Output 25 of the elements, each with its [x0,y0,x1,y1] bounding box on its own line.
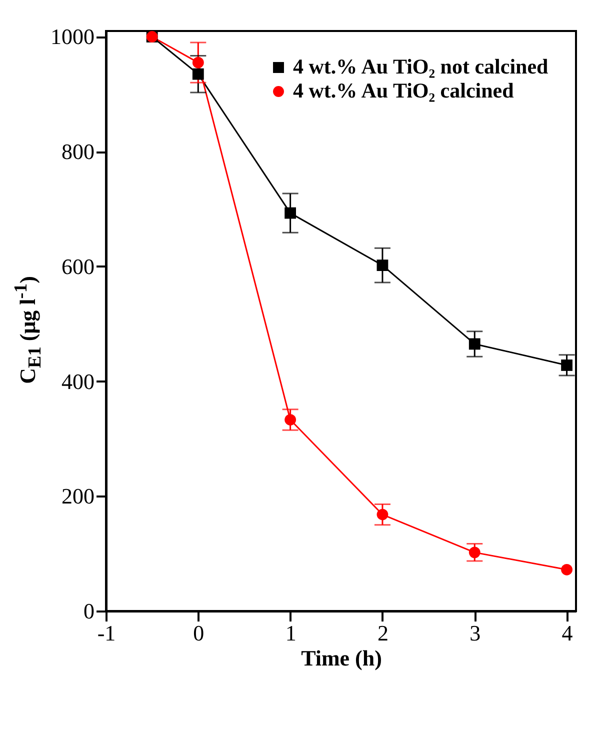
point [376,508,388,520]
point [192,68,204,80]
legend-label: 4 wt.% Au TiO₂ calcined [293,78,514,102]
point [468,546,480,558]
point [561,564,572,576]
point [284,207,296,219]
x-tick-label: 3 [470,620,481,646]
y-tick-label: 600 [62,254,94,279]
x-tick-label: 2 [377,620,388,646]
x-axis-title: Time (h) [301,646,382,670]
y-tick-label: 400 [62,368,94,394]
x-tick-label: -1 [97,620,116,646]
point [192,56,204,68]
y-tick-label: 200 [62,484,94,509]
x-tick-label: 4 [562,620,573,646]
y-tick-label: 1000 [50,24,94,50]
y-tick-label: 0 [84,598,94,624]
x-tick-label: 0 [193,620,204,646]
x-tick-label: 1 [285,620,296,646]
point [561,360,572,371]
legend-label: 4 wt.% Au TiO₂ not calcined [293,54,549,78]
point [468,338,480,350]
point [284,414,296,426]
y-tick-label: 800 [62,139,94,164]
point [376,260,388,271]
